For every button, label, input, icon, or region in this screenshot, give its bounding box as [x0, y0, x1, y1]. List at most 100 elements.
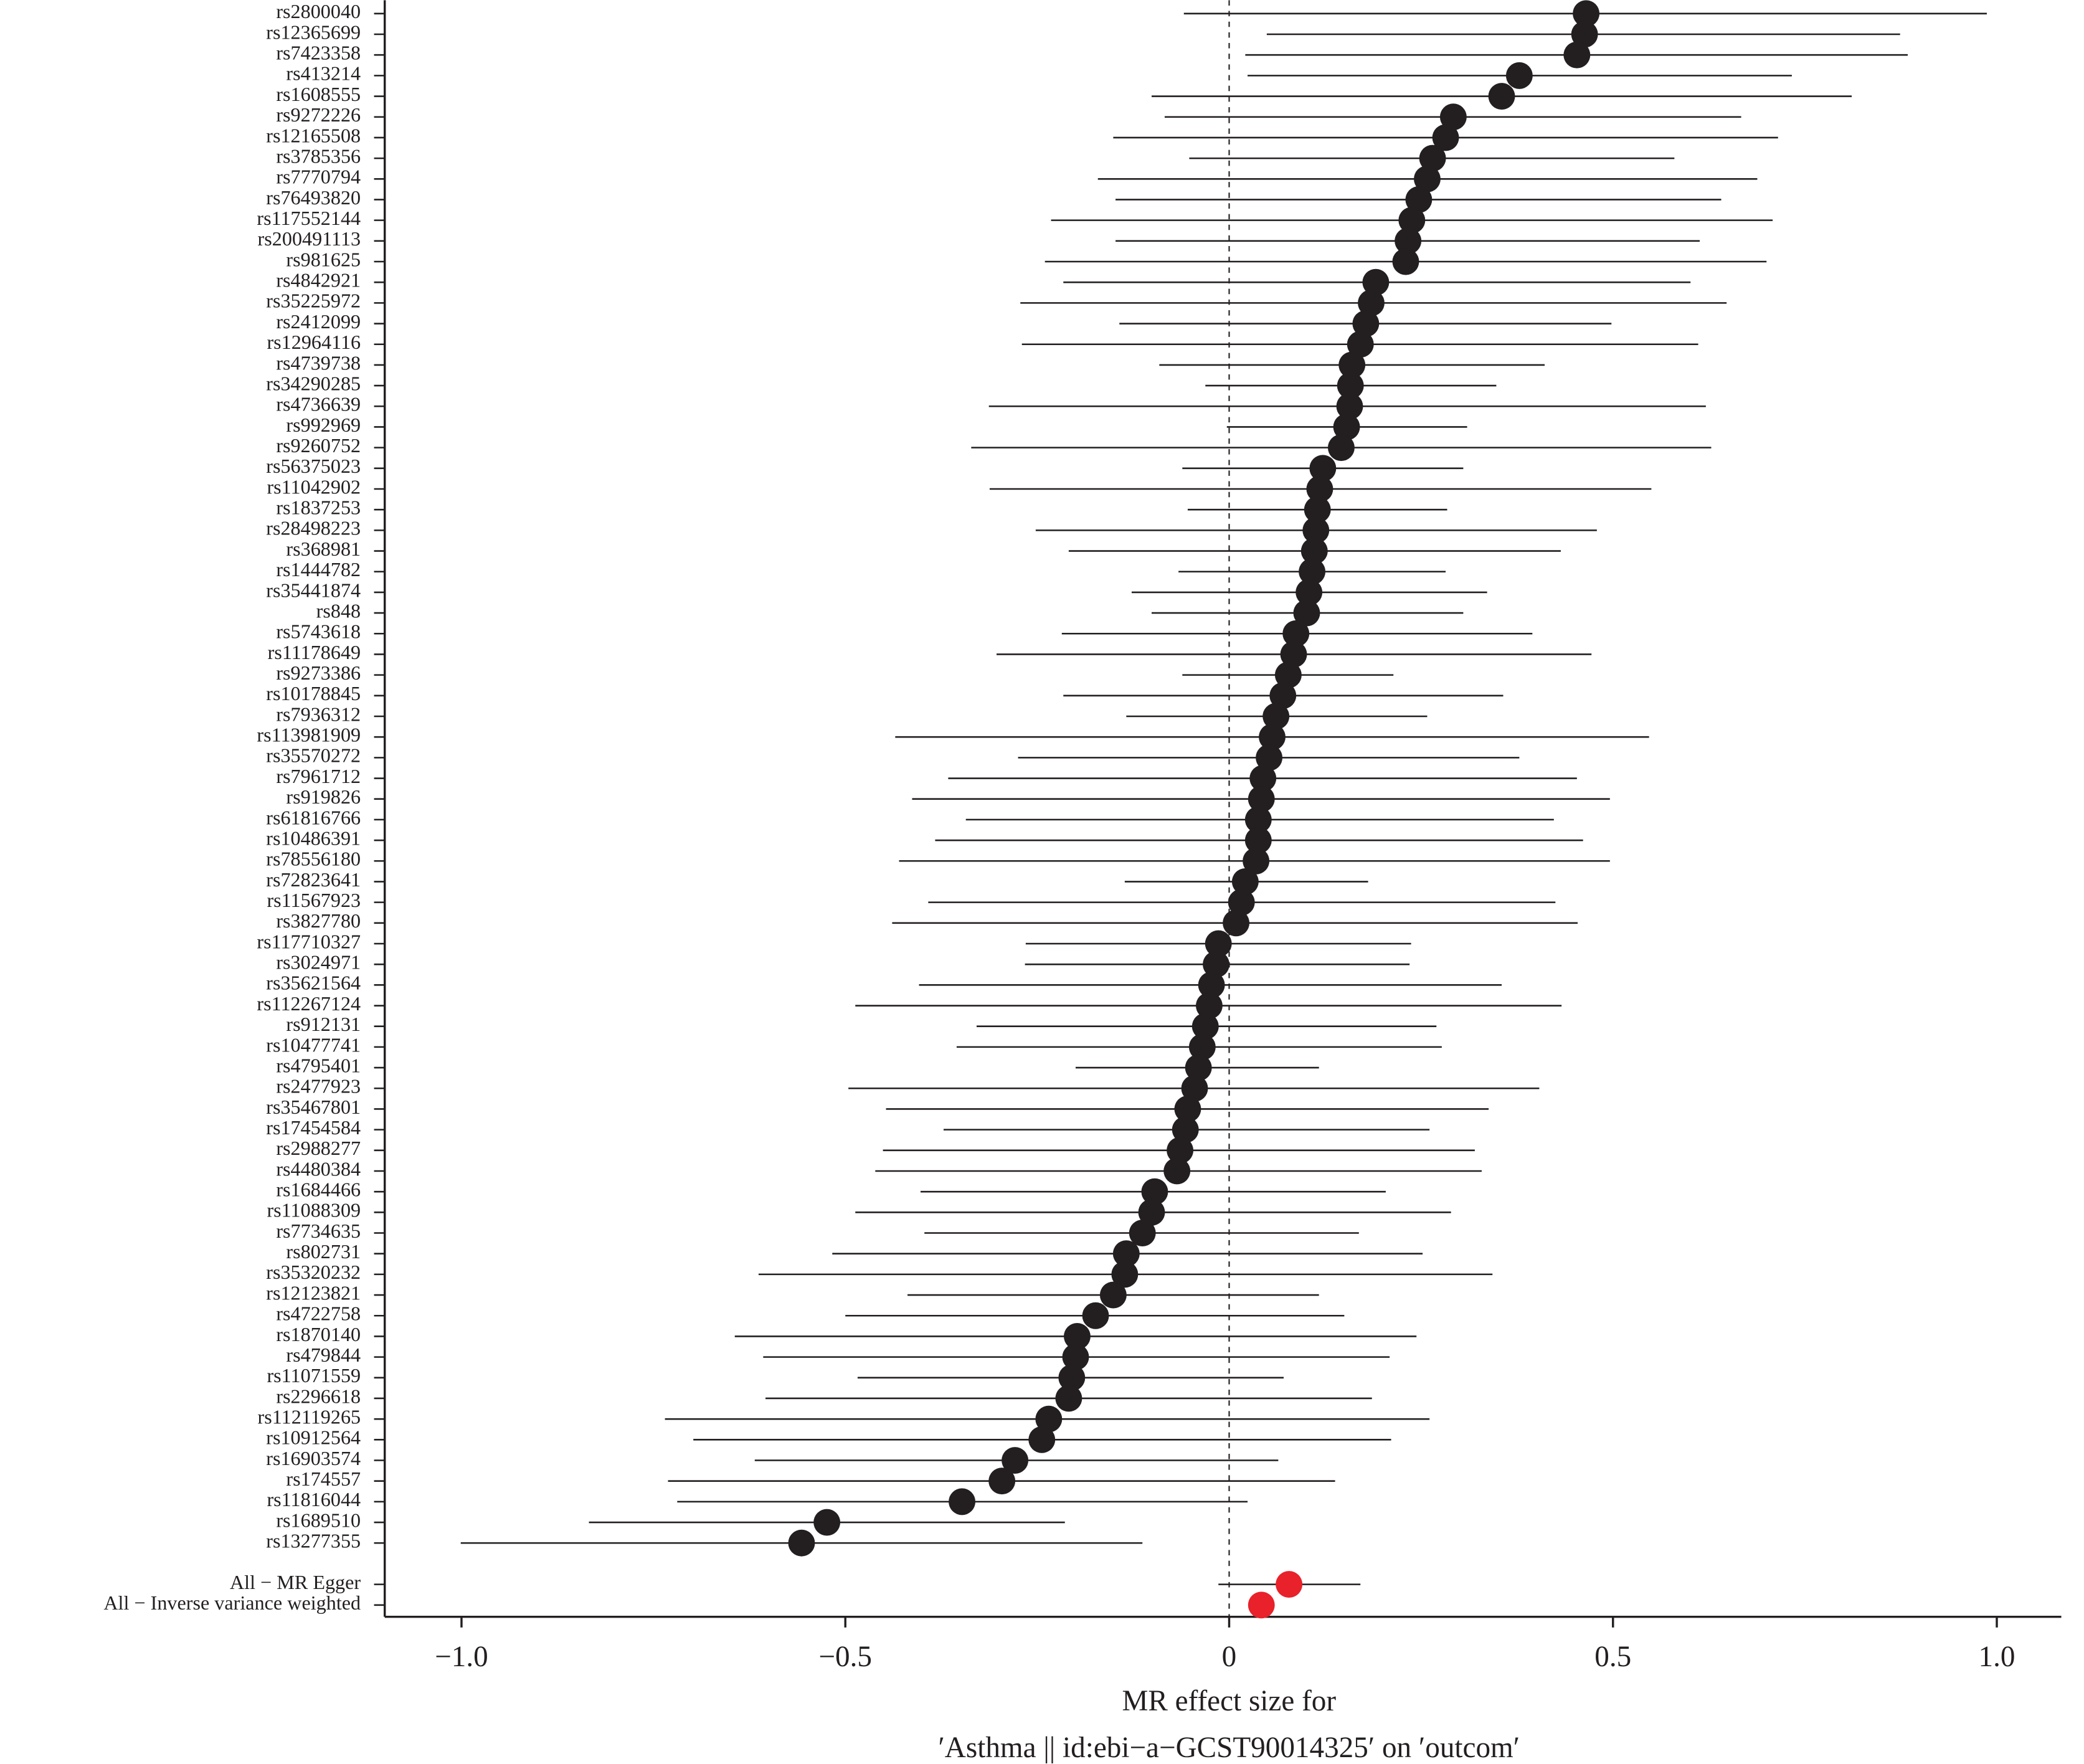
point-estimate: [1244, 806, 1272, 833]
row-label: rs200491113: [258, 227, 361, 250]
point-estimate: [1274, 662, 1302, 689]
row-label: rs28498223: [266, 517, 361, 539]
row-label: rs1608555: [276, 83, 361, 105]
point-estimate: [788, 1529, 815, 1557]
row-label: rs11816044: [267, 1488, 361, 1510]
row-label: rs3827780: [276, 909, 361, 932]
point-estimate: [1352, 310, 1380, 337]
point-estimate: [1300, 538, 1328, 564]
row-label: rs56375023: [266, 455, 361, 477]
row-label: rs4795401: [276, 1054, 361, 1076]
row-label: rs992969: [286, 414, 361, 436]
x-tick-label: 1.0: [1979, 1641, 2015, 1673]
point-estimate: [1304, 496, 1331, 523]
point-estimate: [1055, 1385, 1082, 1412]
point-estimate: [1002, 1447, 1029, 1474]
row-label: rs1870140: [276, 1323, 361, 1345]
row-label: rs7770794: [276, 166, 361, 188]
point-estimate: [1028, 1426, 1056, 1453]
point-estimate: [1203, 951, 1229, 978]
point-estimate: [1195, 992, 1223, 1019]
row-label: rs4480384: [276, 1157, 361, 1180]
point-estimate: [1111, 1261, 1139, 1288]
point-estimate: [1191, 1013, 1219, 1040]
row-label: rs16903574: [266, 1447, 361, 1469]
row-label: rs61816766: [266, 806, 361, 828]
row-label: All − MR Egger: [230, 1571, 361, 1593]
row-label: rs10486391: [266, 827, 361, 849]
x-tick-label: 0.5: [1594, 1641, 1631, 1673]
point-estimate: [1299, 558, 1326, 586]
row-label: rs35320232: [266, 1261, 361, 1283]
row-label: rs174557: [286, 1468, 361, 1490]
point-estimate: [1181, 1074, 1208, 1102]
row-label: rs10178845: [266, 682, 361, 704]
point-estimate: [1347, 331, 1374, 358]
x-axis-label: ′Asthma || id:ebi−a−GCST90014325′ on ′ou…: [938, 1732, 1520, 1764]
row-label: rs10477741: [266, 1033, 361, 1056]
row-label: rs12123821: [266, 1281, 361, 1304]
point-estimate: [1129, 1220, 1156, 1246]
row-label: rs7423358: [276, 42, 361, 64]
point-estimate: [1414, 165, 1441, 192]
point-estimate: [1174, 1095, 1201, 1122]
point-estimate: [1099, 1281, 1127, 1309]
row-label: rs2800040: [276, 0, 361, 22]
point-estimate: [1336, 392, 1363, 420]
row-label: rs7734635: [276, 1220, 361, 1242]
point-estimate: [1333, 414, 1360, 440]
row-label: rs34290285: [266, 372, 361, 394]
row-label: rs78556180: [266, 848, 361, 870]
row-label: rs848: [316, 599, 361, 622]
point-estimate: [1395, 227, 1422, 255]
x-tick-label: 0: [1222, 1641, 1237, 1673]
row-label: rs368981: [286, 538, 361, 560]
point-estimate: [1563, 41, 1591, 69]
point-estimate: [1293, 599, 1320, 627]
point-estimate: [1198, 971, 1225, 998]
row-label: rs4842921: [276, 269, 361, 292]
point-estimate: [1259, 723, 1286, 751]
row-label: rs113981909: [257, 724, 361, 746]
row-label: rs479844: [286, 1344, 361, 1366]
row-label: rs2477923: [276, 1075, 361, 1098]
point-estimate: [1112, 1240, 1140, 1268]
row-label: rs4739738: [276, 351, 361, 374]
point-estimate: [1256, 744, 1283, 771]
point-estimate: [1269, 682, 1297, 709]
row-label: rs13277355: [266, 1530, 361, 1552]
point-estimate: [1167, 1137, 1194, 1164]
row-label: rs112267124: [257, 992, 361, 1015]
point-estimate: [1327, 434, 1355, 462]
row-label: rs9272226: [276, 103, 361, 126]
row-label: rs76493820: [266, 186, 361, 209]
point-estimate: [1358, 289, 1385, 316]
row-label: rs1837253: [276, 496, 361, 519]
row-label: rs12964116: [267, 331, 361, 353]
row-label: rs981625: [286, 248, 361, 270]
row-label: rs4736639: [276, 393, 361, 415]
point-estimate: [1205, 930, 1232, 957]
point-estimate: [1282, 620, 1310, 647]
point-estimate: [1306, 475, 1333, 503]
point-estimate: [1082, 1302, 1109, 1329]
row-label: rs3024971: [276, 951, 361, 974]
row-label: rs10912564: [266, 1426, 361, 1449]
point-estimate: [1280, 641, 1307, 668]
row-label: rs35225972: [266, 290, 361, 312]
row-label: rs12165508: [266, 124, 361, 146]
row-label: rs5743618: [276, 620, 361, 643]
x-tick-label: −0.5: [818, 1641, 872, 1673]
point-estimate: [1405, 186, 1433, 213]
row-label: rs112119265: [258, 1406, 361, 1428]
point-estimate: [1276, 1571, 1303, 1598]
row-label: rs9260752: [276, 434, 361, 457]
point-estimate: [1302, 516, 1330, 544]
point-estimate: [1228, 889, 1255, 916]
point-estimate: [1223, 909, 1250, 937]
point-estimate: [1362, 268, 1390, 296]
point-estimate: [1249, 765, 1277, 792]
point-estimate: [1064, 1322, 1091, 1350]
point-estimate: [1295, 579, 1323, 606]
